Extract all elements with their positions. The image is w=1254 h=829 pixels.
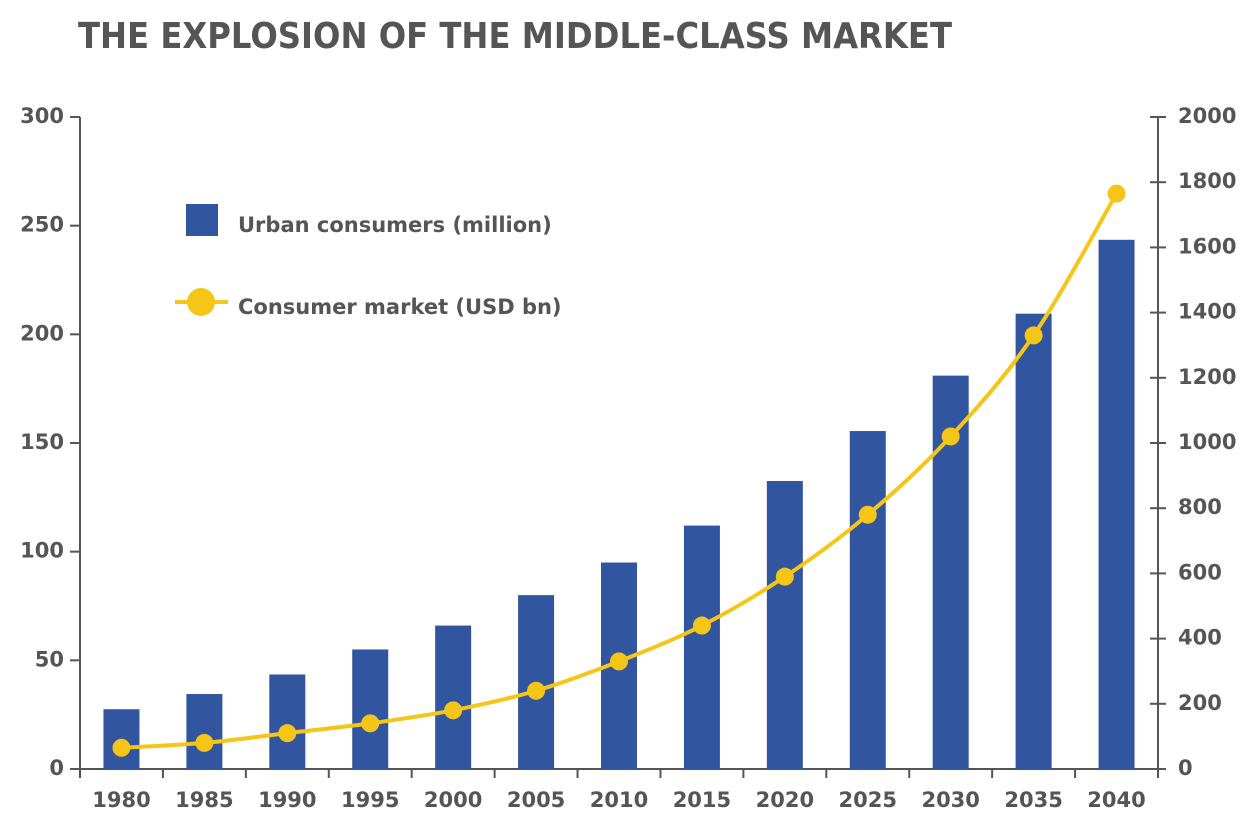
y2-tick-label: 0 [1178, 756, 1193, 780]
y-tick-label: 150 [20, 430, 64, 454]
y-tick-label: 0 [49, 756, 64, 780]
line-point [692, 616, 711, 635]
bar [435, 625, 472, 769]
line-point [610, 652, 628, 671]
x-tick-label: 2035 [1004, 788, 1062, 812]
bar [269, 674, 306, 769]
y2-tick-label: 200 [1178, 691, 1222, 715]
legend-label: Urban consumers (million) [238, 213, 552, 237]
y-tick-label: 250 [20, 213, 64, 237]
legend-label: Consumer market (USD bn) [238, 295, 562, 319]
x-tick-label: 2020 [756, 788, 814, 812]
y2-tick-label: 600 [1178, 560, 1222, 584]
line-point [278, 724, 297, 743]
x-tick-label: 2040 [1087, 788, 1145, 812]
line-point [112, 738, 131, 757]
bar [1015, 313, 1052, 769]
y-tick-label: 100 [20, 539, 64, 563]
bar [849, 431, 886, 769]
line-point [1024, 326, 1043, 345]
y2-tick-label: 1000 [1178, 430, 1236, 454]
y2-tick-label: 400 [1178, 626, 1222, 650]
y2-tick-label: 800 [1178, 495, 1222, 519]
y2-tick-label: 1600 [1178, 234, 1236, 258]
x-tick-label: 2030 [921, 788, 979, 812]
line-point [858, 505, 877, 524]
line-point [444, 701, 463, 720]
y-tick-label: 300 [20, 104, 64, 128]
bar [683, 525, 720, 769]
y2-tick-label: 1400 [1178, 300, 1236, 324]
legend-swatch [186, 204, 218, 236]
line-point [775, 567, 794, 586]
x-tick-label: 1980 [92, 788, 150, 812]
line-point [527, 681, 546, 700]
line-point [941, 427, 960, 446]
chart-title: THE EXPLOSION OF THE MIDDLE-CLASS MARKET [78, 16, 952, 57]
line-point [195, 733, 214, 752]
bar [352, 649, 389, 769]
y2-tick-label: 1200 [1178, 365, 1236, 389]
y-tick-label: 200 [20, 321, 64, 345]
bar [1098, 239, 1135, 769]
x-tick-label: 2000 [424, 788, 482, 812]
x-tick-label: 1995 [341, 788, 399, 812]
legend-swatch [187, 288, 215, 316]
x-tick-label: 1990 [258, 788, 316, 812]
line-point [1107, 184, 1126, 203]
x-tick-label: 2010 [590, 788, 648, 812]
x-tick-label: 1985 [175, 788, 233, 812]
x-tick-label: 2005 [507, 788, 565, 812]
bar [186, 694, 223, 769]
x-tick-label: 2015 [673, 788, 731, 812]
y2-tick-label: 1800 [1178, 169, 1236, 193]
y2-tick-label: 2000 [1178, 104, 1236, 128]
x-tick-label: 2025 [839, 788, 897, 812]
y-tick-label: 50 [35, 647, 64, 671]
line-point [361, 714, 380, 733]
bar [766, 481, 803, 769]
